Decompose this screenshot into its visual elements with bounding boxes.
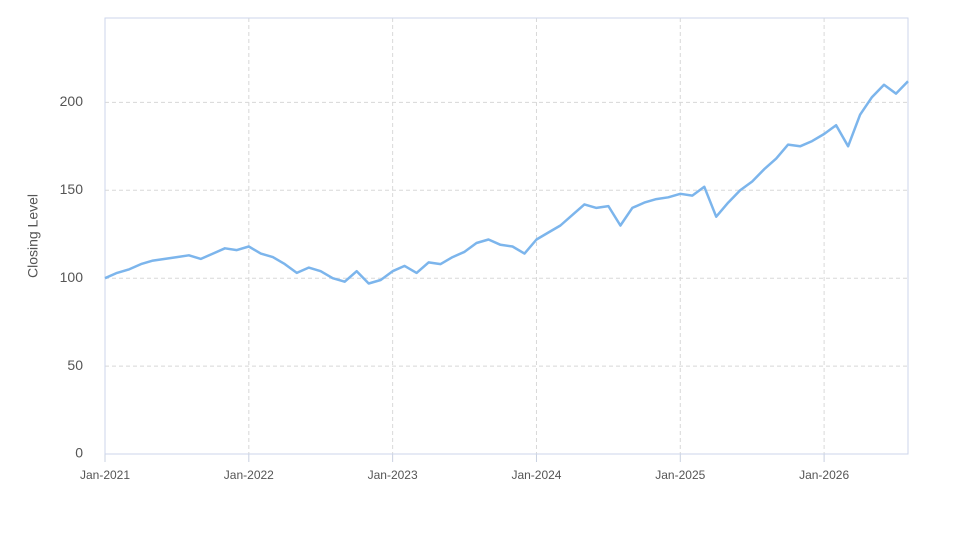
x-tick-label: Jan-2022 (224, 468, 274, 482)
x-tick-label: Jan-2025 (655, 468, 705, 482)
data-line (104, 80, 909, 285)
x-tick-label: Jan-2023 (368, 468, 418, 482)
y-tick-label: 150 (60, 181, 84, 197)
y-tick-label: 50 (67, 357, 83, 373)
y-axis-label: Closing Level (25, 194, 41, 278)
y-tick-label: 0 (75, 445, 83, 461)
x-tick-label: Jan-2026 (799, 468, 849, 482)
y-tick-label: 200 (60, 93, 84, 109)
y-tick-label: 100 (60, 269, 84, 285)
plot-frame (104, 17, 909, 455)
x-tick-label: Jan-2024 (511, 468, 561, 482)
x-tick-label: Jan-2021 (80, 468, 130, 482)
